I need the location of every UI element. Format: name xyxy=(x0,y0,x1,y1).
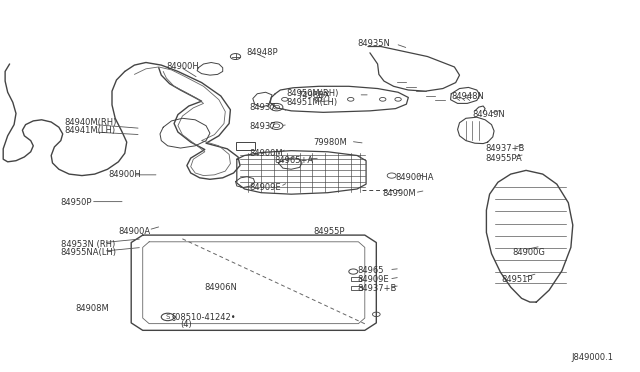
Text: 84935N: 84935N xyxy=(357,39,390,48)
Text: 84951M(LH): 84951M(LH) xyxy=(287,98,338,107)
Text: 84909E: 84909E xyxy=(357,275,388,284)
Text: 84900M: 84900M xyxy=(250,149,284,158)
Text: 84948P: 84948P xyxy=(246,48,278,57)
Bar xyxy=(236,142,255,150)
Text: 84955P: 84955P xyxy=(314,227,345,236)
Text: S: S xyxy=(166,314,170,320)
Text: 84949N: 84949N xyxy=(472,110,505,119)
Text: 7498BX: 7498BX xyxy=(298,92,330,100)
Text: 84948N: 84948N xyxy=(452,92,484,101)
Text: 84955PA: 84955PA xyxy=(485,154,522,163)
Text: 84953N (RH): 84953N (RH) xyxy=(61,240,115,248)
Text: 84990M: 84990M xyxy=(383,189,417,198)
Bar xyxy=(351,277,361,281)
Text: 84900A: 84900A xyxy=(118,227,150,236)
Text: 84937: 84937 xyxy=(250,103,276,112)
Text: 84900HA: 84900HA xyxy=(396,173,434,182)
Text: 84937+B: 84937+B xyxy=(357,284,397,293)
Text: 84906N: 84906N xyxy=(205,283,237,292)
Text: 84937: 84937 xyxy=(250,122,276,131)
Text: 84909E: 84909E xyxy=(250,183,281,192)
Text: J849000.1: J849000.1 xyxy=(571,353,613,362)
Text: 84900H: 84900H xyxy=(109,170,141,179)
Text: (4): (4) xyxy=(180,320,192,329)
Text: 84955NA(LH): 84955NA(LH) xyxy=(61,248,116,257)
Text: 84950P: 84950P xyxy=(61,198,92,207)
Text: 84941M(LH): 84941M(LH) xyxy=(64,126,115,135)
Text: 84937+B: 84937+B xyxy=(485,144,525,153)
Bar xyxy=(351,286,362,290)
Text: 84965: 84965 xyxy=(357,266,383,275)
Text: 84900G: 84900G xyxy=(512,248,545,257)
Text: 84900H: 84900H xyxy=(166,62,199,71)
Text: §08510-41242•: §08510-41242• xyxy=(172,312,236,321)
Text: 84950M(RH): 84950M(RH) xyxy=(287,89,339,98)
Text: 84965+A: 84965+A xyxy=(274,156,313,165)
Text: 79980M: 79980M xyxy=(314,138,348,147)
Text: 84940M(RH): 84940M(RH) xyxy=(64,118,116,127)
Text: 84951P: 84951P xyxy=(502,275,533,283)
Text: 84908M: 84908M xyxy=(76,304,109,313)
